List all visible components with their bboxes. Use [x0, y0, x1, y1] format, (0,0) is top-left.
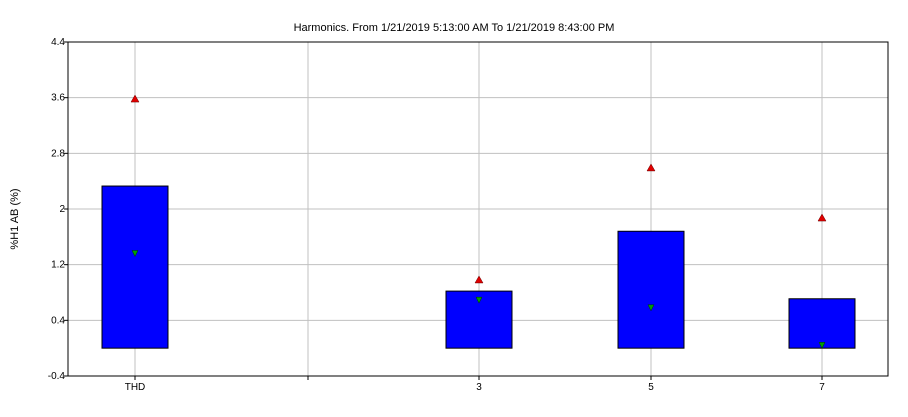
y-tick-label: 3.6 [51, 93, 65, 104]
plot-frame [67, 41, 889, 377]
mean-marker-5 [647, 304, 655, 312]
max-marker-THD [130, 94, 140, 103]
x-tick-label: 5 [648, 382, 654, 393]
mean-marker-7 [818, 342, 826, 349]
y-tick-label: 4.4 [51, 37, 65, 48]
mean-marker-THD [131, 250, 139, 258]
y-tick-label: 2 [59, 204, 65, 215]
y-tick-label: -0.4 [48, 371, 66, 382]
mean-marker-3 [475, 296, 483, 304]
max-marker-5 [646, 163, 656, 172]
chart-title: Harmonics. From 1/21/2019 5:13:00 AM To … [293, 22, 615, 34]
x-tick-label: THD [125, 382, 146, 393]
max-marker-3 [474, 275, 484, 284]
box-5 [617, 230, 685, 349]
box-series [101, 185, 856, 349]
y-tick-label: 2.8 [51, 148, 65, 159]
y-tick-label: 1.2 [51, 260, 65, 271]
marker-series [130, 94, 827, 349]
axes: -0.4 0.4 1.2 2 2.8 3.6 4.4 THD 3 5 7 [48, 37, 889, 393]
box-7 [788, 298, 856, 349]
x-tick-label: 7 [819, 382, 825, 393]
x-tick-label: 3 [476, 382, 482, 393]
box-THD [101, 185, 169, 349]
max-marker-7 [817, 213, 827, 222]
y-tick-label: 0.4 [51, 315, 65, 326]
